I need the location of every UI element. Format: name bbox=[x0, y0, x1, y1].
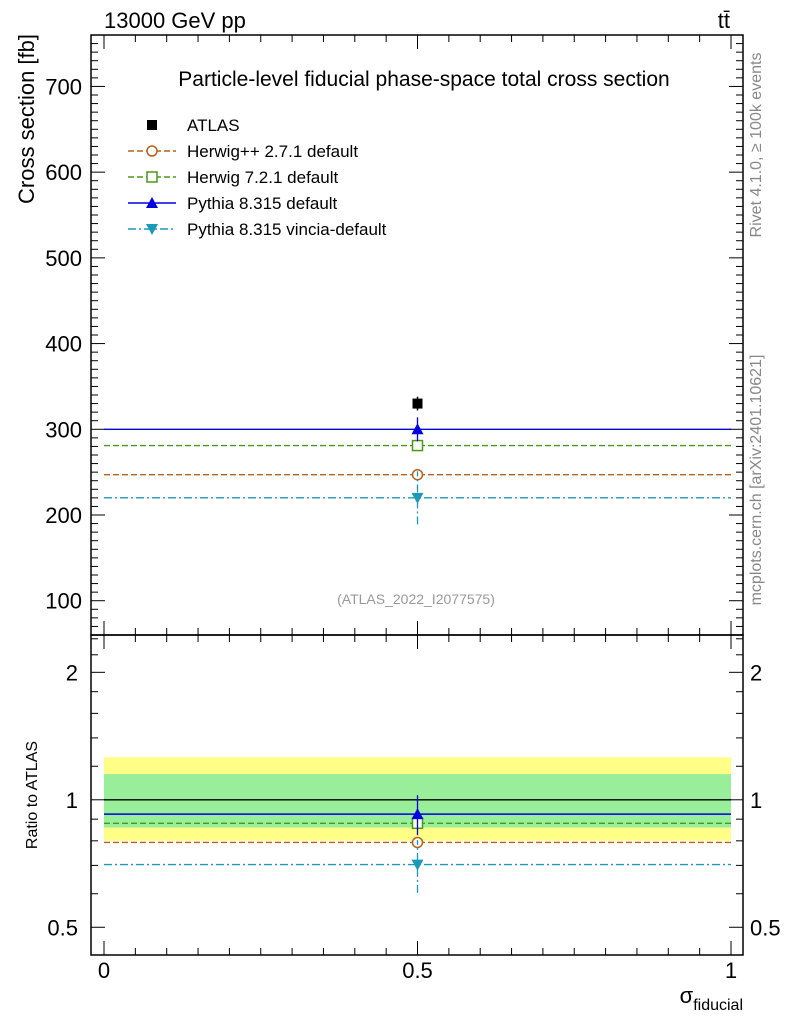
main-series-marker bbox=[411, 423, 424, 435]
main-y-tick-label: 400 bbox=[45, 332, 82, 357]
legend-entry-label: Herwig 7.2.1 default bbox=[187, 168, 338, 187]
legend-entry-label: Pythia 8.315 vincia-default bbox=[187, 220, 387, 239]
main-markers bbox=[411, 396, 424, 525]
x-axis-label: σfiducial bbox=[680, 983, 743, 1014]
rivet-version-label: Rivet 4.1.0, ≥ 100k events bbox=[748, 53, 765, 238]
energy-label: 13000 GeV pp bbox=[104, 8, 246, 33]
ratio-ticks: 0.5 0.5 1 1 2 2 0 0.5 1 bbox=[47, 635, 781, 983]
main-y-axis-label: Cross section [fb] bbox=[14, 34, 39, 204]
main-y-tick-label: 300 bbox=[45, 417, 82, 442]
ratio-markers bbox=[411, 795, 424, 893]
x-axis-label-sub: fiducial bbox=[693, 997, 743, 1014]
main-series-marker bbox=[411, 439, 424, 452]
legend-marker bbox=[146, 145, 158, 157]
legend-entry-label: Herwig++ 2.7.1 default bbox=[187, 142, 358, 161]
main-y-tick-label: 100 bbox=[45, 589, 82, 614]
legend-marker bbox=[147, 120, 157, 130]
legend-marker bbox=[146, 224, 158, 235]
mcplots-label: mcplots.cern.ch [arXiv:2401.10621] bbox=[748, 355, 765, 606]
process-label: tt̄ bbox=[718, 8, 730, 33]
main-chart-title: Particle-level fiducial phase-space tota… bbox=[178, 68, 669, 91]
legend-marker bbox=[146, 171, 158, 183]
legend: ATLAS Herwig++ 2.7.1 default Herwig 7.2.1 … bbox=[128, 116, 387, 239]
ratio-series-marker bbox=[411, 859, 424, 871]
ratio-x-tick-label: 0.5 bbox=[402, 958, 433, 983]
ratio-x-tick-label: 1 bbox=[725, 958, 737, 983]
ratio-panel: 0.5 0.5 1 1 2 2 0 0.5 1 Ratio to ATLAS σfiducial bbox=[24, 634, 781, 1014]
main-series-marker bbox=[411, 492, 424, 504]
main-y-ticks: 100 200 300 400 500 600 700 bbox=[45, 35, 743, 635]
ratio-y-tick-label-right: 0.5 bbox=[750, 915, 781, 940]
main-y-tick-label: 500 bbox=[45, 246, 82, 271]
ratio-y-tick-label: 1 bbox=[66, 788, 78, 813]
ratio-y-tick-label: 0.5 bbox=[47, 915, 78, 940]
main-y-tick-label: 700 bbox=[45, 74, 82, 99]
ratio-series-marker bbox=[411, 808, 424, 820]
ratio-x-tick-label: 0 bbox=[98, 958, 110, 983]
legend-marker bbox=[146, 197, 158, 208]
ratio-y-tick-label-right: 1 bbox=[750, 788, 762, 813]
analysis-tag: (ATLAS_2022_I2077575) bbox=[337, 591, 495, 607]
main-panel: 100 200 300 400 500 600 700 Particle-level fid… bbox=[14, 34, 744, 636]
ratio-y-tick-label: 2 bbox=[66, 660, 78, 685]
legend-entry-label: ATLAS bbox=[187, 116, 240, 135]
main-y-tick-label: 600 bbox=[45, 160, 82, 185]
legend-entry-label: Pythia 8.315 default bbox=[187, 194, 338, 213]
x-axis-label-main: σ bbox=[680, 983, 694, 1008]
ratio-y-tick-label-right: 2 bbox=[750, 660, 762, 685]
atlas-data-point bbox=[412, 398, 423, 409]
ratio-y-axis-label: Ratio to ATLAS bbox=[24, 741, 41, 849]
main-y-tick-label: 200 bbox=[45, 503, 82, 528]
